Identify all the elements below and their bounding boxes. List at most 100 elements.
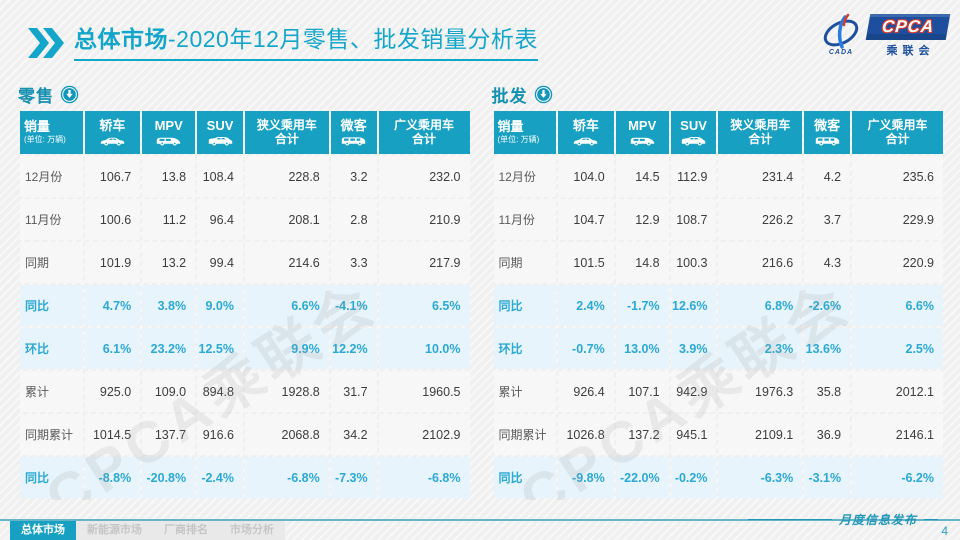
down-arrow-badge-icon [534,85,552,103]
table-cell: 2102.9 [378,414,470,455]
table-row: 累计 926.4 107.1 942.9 1976.3 35.8 2012.1 [493,371,943,412]
table-cell: 101.9 [84,242,141,283]
table-row: 11月份 104.7 12.9 108.7 226.2 3.7 229.9 [493,199,943,240]
table-cell: 231.4 [718,156,803,197]
row-label: 同比 [493,285,557,326]
tab-manufacturer-ranking[interactable]: 厂商排名 [153,521,219,540]
table-cell: 6.8% [718,285,803,326]
table-cell: -6.8% [244,457,329,498]
table-cell: -20.8% [142,457,196,498]
col-suv-label: SUV [206,118,234,134]
row-label: 累计 [20,371,83,412]
row-label: 11月份 [20,199,83,240]
col-microvan: 微客 [330,111,377,154]
col-suv-label: SUV [680,118,707,134]
col-suv: SUV [670,111,717,154]
table-cell: 226.2 [718,199,803,240]
bottom-divider [0,519,960,521]
col-sales-unit: (单位: 万辆) [24,135,66,145]
cpca-logo: CADA CPCA 乘联会 [818,6,951,66]
col-microvan: 微客 [804,111,851,154]
table-cell: 13.2 [142,242,196,283]
header-row: 销量 (单位: 万辆) 轿车 [20,111,470,154]
table-cell: 2146.1 [852,414,943,455]
table-cell: 101.5 [558,242,614,283]
table-cell: 108.7 [670,199,717,240]
col-microvan-label: 微客 [814,118,841,134]
table-row: 同期累计 1014.5 137.7 916.6 2068.8 34.2 2102.9 [20,414,470,455]
table-cell: 229.9 [852,199,943,240]
table-row: 环比 6.1% 23.2% 12.5% 9.9% 12.2% 10.0% [20,328,470,369]
col-broad-total: 广义乘用车 合计 [378,111,470,154]
table-cell: 235.6 [852,156,943,197]
title-row: 总体市场-2020年12月零售、批发销量分析表 [28,26,538,61]
col-sales: 销量 (单位: 万辆) [20,111,83,154]
col-narrow-total: 狭义乘用车 合计 [244,111,329,154]
row-label: 同比 [20,285,83,326]
table-row: 累计 925.0 109.0 894.8 1928.8 31.7 1960.5 [20,371,470,412]
row-label: 同比 [20,457,83,498]
table-cell: 925.0 [84,371,141,412]
table-cell: 35.8 [804,371,851,412]
table-cell: 14.5 [615,156,669,197]
table-cell: 12.2% [330,328,377,369]
page-title-rest: -2020年12月零售、批发销量分析表 [168,26,538,52]
table-cell: 107.1 [615,371,669,412]
table-row: 同期 101.5 14.8 100.3 216.6 4.3 220.9 [493,242,943,283]
col-broad-total-line2: 合计 [885,131,910,146]
table-cell: 10.0% [378,328,470,369]
bottom-tabbar: 总体市场 新能源市场 厂商排名 市场分析 [10,521,285,540]
row-label: 12月份 [493,156,557,197]
table-cell: 14.8 [615,242,669,283]
retail-table: 销量 (单位: 万辆) 轿车 [18,109,472,500]
row-label: 同比 [493,457,557,498]
table-cell: 104.7 [558,199,614,240]
table-cell: -2.4% [197,457,243,498]
header-row: 销量 (单位: 万辆) 轿车 [493,111,943,154]
table-row: 11月份 100.6 11.2 96.4 208.1 2.8 210.9 [20,199,470,240]
table-cell: 6.1% [84,328,141,369]
col-sales-unit: (单位: 万辆) [497,135,540,145]
table-cell: 2068.8 [244,414,329,455]
col-narrow-total-line1: 狭义乘用车 [730,117,791,132]
table-cell: 12.5% [197,328,243,369]
footer-text: 月度信息发布 [838,513,917,527]
row-label: 12月份 [20,156,83,197]
col-sales: 销量 (单位: 万辆) [493,111,557,154]
table-cell: -8.8% [84,457,141,498]
col-sedan: 轿车 [558,111,614,154]
table-cell: 12.6% [670,285,717,326]
table-cell: 3.8% [142,285,196,326]
table-cell: 9.9% [244,328,329,369]
table-row: 同比 -8.8% -20.8% -2.4% -6.8% -7.3% -6.8% [20,457,470,498]
table-cell: 3.3 [330,242,377,283]
footer-label: 月度信息发布 [748,511,938,528]
table-cell: 945.1 [670,414,717,455]
table-cell: 214.6 [244,242,329,283]
table-cell: 31.7 [330,371,377,412]
table-row: 12月份 104.0 14.5 112.9 231.4 4.2 235.6 [493,156,943,197]
col-sedan-label: 轿车 [572,118,599,134]
sedan-icon [574,137,598,146]
table-row: 同期累计 1026.8 137.2 945.1 2109.1 36.9 2146.1 [493,414,943,455]
wholesale-table: 销量 (单位: 万辆) 轿车 [492,109,946,500]
col-sedan: 轿车 [84,111,141,154]
table-cell: 2.3% [718,328,803,369]
table-row: 同比 4.7% 3.8% 9.0% 6.6% -4.1% 6.5% [20,285,470,326]
tab-overall-market[interactable]: 总体市场 [10,521,76,540]
table-cell: 1014.5 [84,414,141,455]
table-cell: 916.6 [197,414,243,455]
table-cell: 137.7 [142,414,196,455]
table-cell: -4.1% [330,285,377,326]
table-cell: 216.6 [718,242,803,283]
table-cell: 894.8 [197,371,243,412]
table-cell: 3.2 [330,156,377,197]
table-row: 同比 2.4% -1.7% 12.6% 6.8% -2.6% 6.6% [493,285,943,326]
cpca-emblem: CADA [818,13,864,59]
tab-nev-market[interactable]: 新能源市场 [76,521,153,540]
col-narrow-total-line2: 合计 [274,131,299,146]
tab-market-analysis[interactable]: 市场分析 [219,521,285,540]
